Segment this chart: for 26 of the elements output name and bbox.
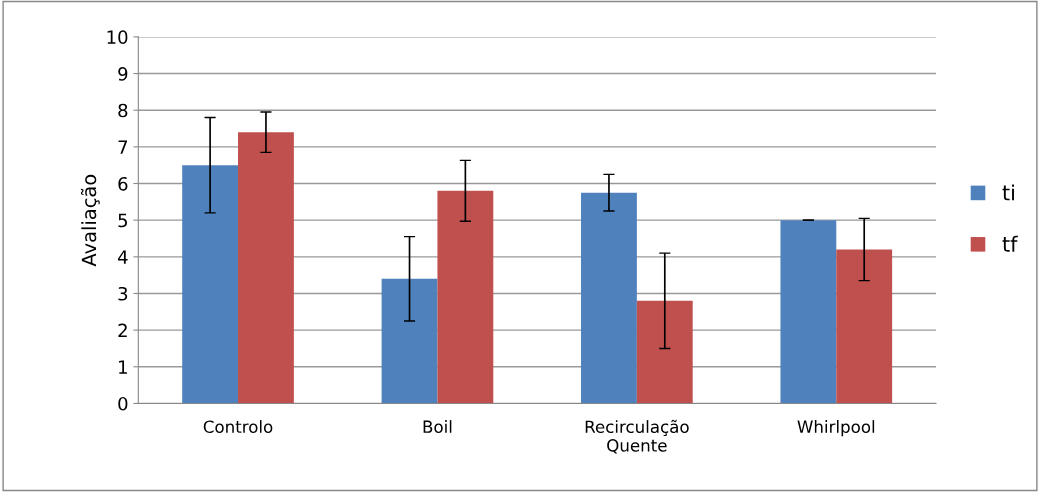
- x-tick-label: Boil: [423, 420, 452, 434]
- y-tick-label: 8: [118, 103, 128, 118]
- x-tick-label: Recirculação Quente: [585, 419, 689, 454]
- y-axis-title: Avaliação: [80, 174, 100, 267]
- bar: [381, 278, 438, 404]
- y-tick-label: 4: [117, 250, 128, 264]
- bar: [238, 132, 294, 404]
- legend-label: tf: [1002, 235, 1018, 252]
- x-tick-label: Whirlpool: [797, 420, 875, 437]
- y-tick-label: 3: [118, 286, 128, 301]
- y-tick-label: 9: [118, 67, 128, 81]
- y-tick-label: 0: [118, 396, 128, 411]
- x-tick-label: Controlo: [203, 420, 273, 434]
- bar: [636, 300, 693, 404]
- y-tick-label: 10: [107, 30, 128, 45]
- bar: [836, 249, 893, 404]
- y-tick-label: 6: [118, 176, 128, 191]
- y-tick-label: 7: [118, 140, 128, 154]
- bar: [581, 192, 637, 404]
- bar: [780, 220, 837, 404]
- bar: [182, 165, 239, 404]
- y-tick-label: 2: [118, 323, 127, 337]
- bar: [437, 190, 494, 404]
- legend-label: ti: [1002, 184, 1014, 201]
- y-tick-label: 1: [119, 360, 127, 374]
- y-tick-label: 5: [118, 213, 128, 228]
